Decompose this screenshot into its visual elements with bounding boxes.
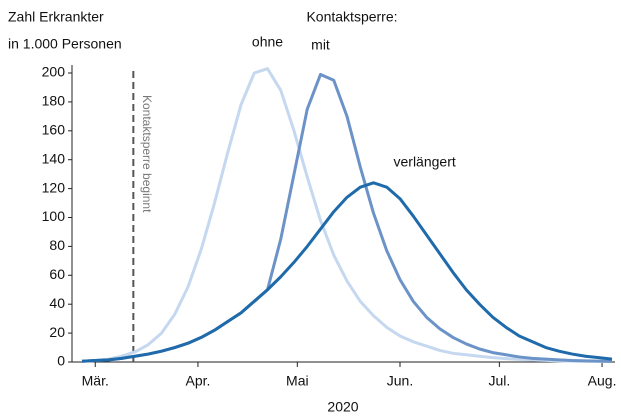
y-tick-label: 200 (42, 64, 66, 80)
annotation: Kontaktsperre beginnt (140, 95, 154, 213)
y-axis-label: Zahl Erkrankter (8, 9, 104, 25)
y-tick-label: 100 (42, 208, 66, 224)
y-tick-label: 180 (42, 93, 66, 109)
x-tick-label: Jun. (387, 373, 413, 389)
legend-title: Kontaktsperre: (306, 9, 397, 25)
y-tick-label: 140 (42, 150, 66, 166)
y-tick-label: 160 (42, 122, 66, 138)
y-tick-label: 80 (49, 237, 65, 253)
x-tick-label: Mär. (82, 373, 109, 389)
y-tick-label: 60 (49, 266, 65, 282)
x-tick-label: Mai (286, 373, 309, 389)
series-line (81, 67, 613, 364)
y-tick-label: 40 (49, 295, 65, 311)
y-tick-label: 0 (57, 353, 65, 369)
series-label: ohne (252, 33, 283, 49)
x-tick-label: Jul. (488, 373, 510, 389)
y-tick-label: 120 (42, 179, 66, 195)
series-label: verlängert (394, 154, 456, 170)
x-tick-label: Apr. (185, 373, 210, 389)
x-axis-label: 2020 (327, 399, 358, 415)
y-tick-label: 20 (49, 324, 65, 340)
x-tick-label: Aug. (588, 373, 617, 389)
series-line (81, 72, 613, 363)
series-line (81, 181, 613, 363)
y-axis-label: in 1.000 Personen (8, 36, 122, 52)
series-label: mit (311, 37, 330, 53)
